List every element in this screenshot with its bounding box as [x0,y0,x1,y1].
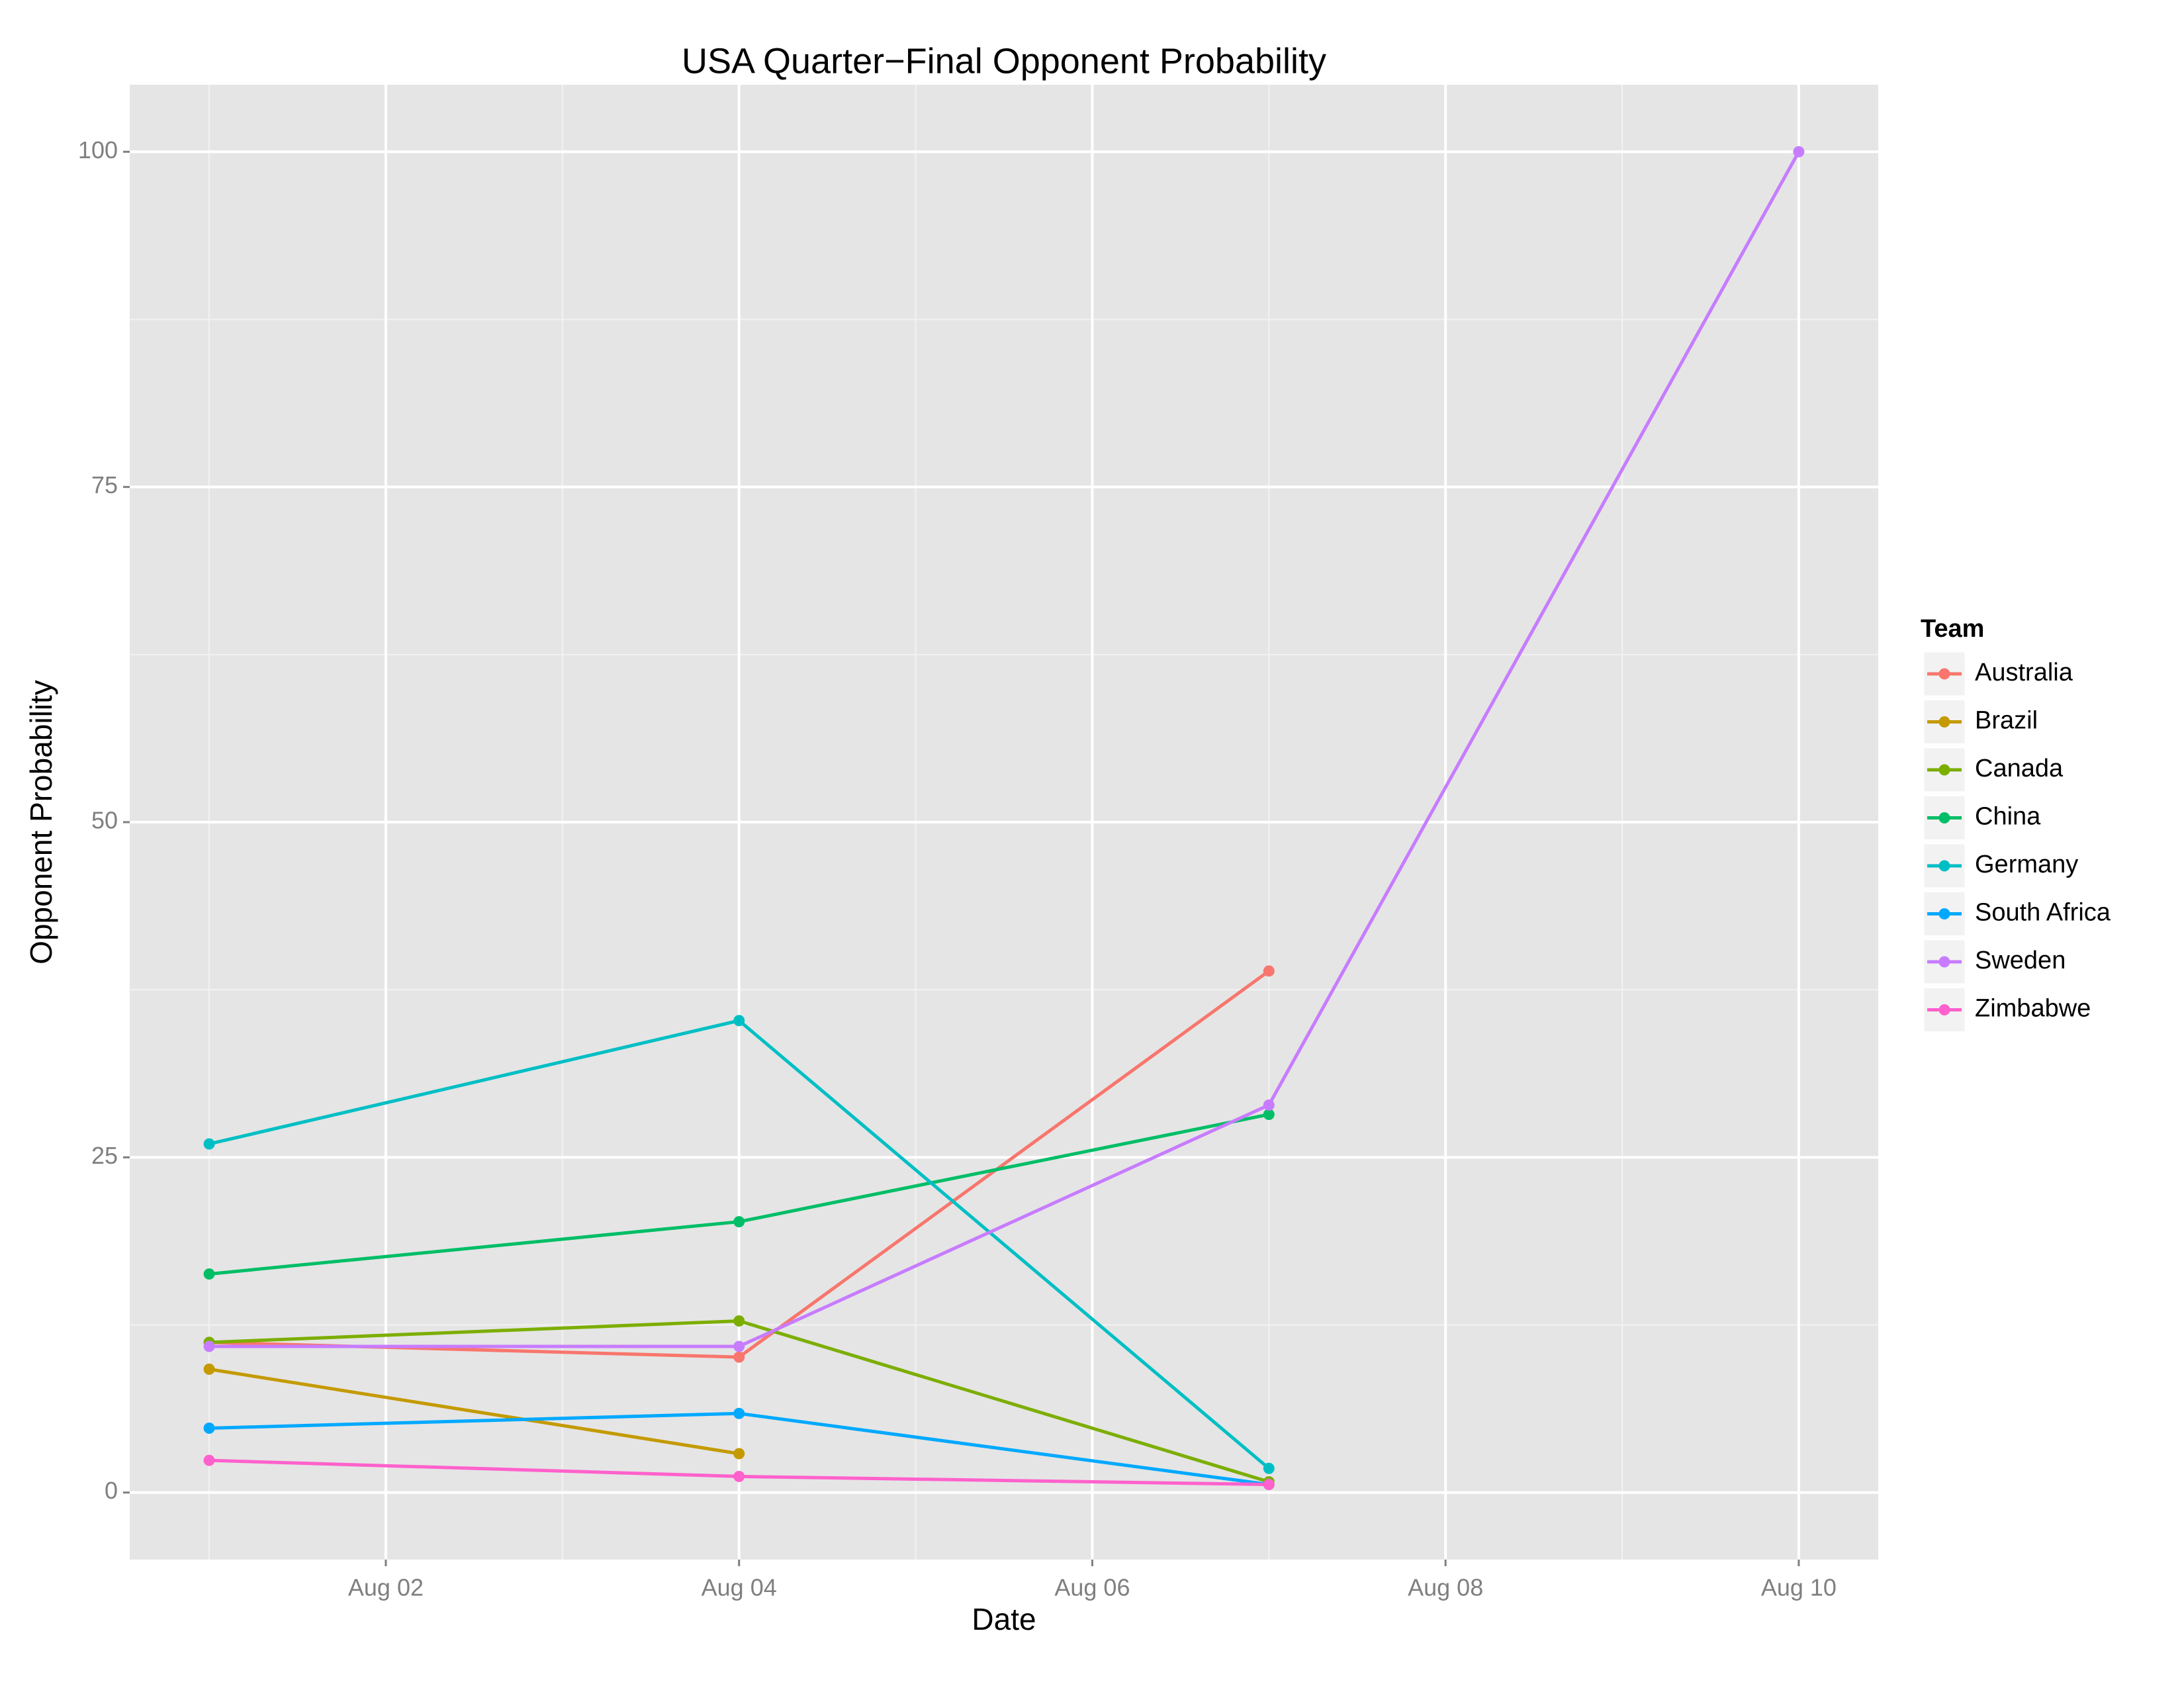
data-point [733,1407,745,1419]
y-tick-label: 75 [91,471,118,498]
data-point [1793,146,1805,158]
legend-label: Canada [1975,755,2064,782]
x-axis-label: Date [972,1602,1036,1636]
legend-point [1938,860,1950,872]
legend-label: Brazil [1975,707,2038,735]
data-point [733,1351,745,1363]
chart-title: USA Quarter−Final Opponent Probability [682,41,1326,81]
x-tick-label: Aug 08 [1408,1574,1483,1601]
legend-label: Zimbabwe [1975,995,2091,1023]
data-point [203,1454,215,1466]
data-point [733,1340,745,1352]
y-tick-label: 0 [105,1477,118,1504]
legend-point [1938,668,1950,680]
x-tick-label: Aug 10 [1761,1574,1837,1601]
legend-label: Australia [1975,659,2073,686]
data-point [733,1470,745,1482]
data-point [733,1015,745,1027]
data-point [733,1216,745,1228]
legend-label: Germany [1975,851,2078,878]
legend-label: South Africa [1975,899,2111,927]
series-line [208,1367,740,1456]
grid [130,85,1878,1560]
legend-label: Sweden [1975,947,2066,974]
y-axis-label: Opponent Probability [24,680,58,964]
data-point [1263,965,1275,977]
data-point [1263,1479,1275,1491]
y-tick-label: 25 [91,1142,118,1169]
legend-point [1938,812,1950,823]
series-line [209,151,1801,1348]
legend-point [1938,764,1950,776]
data-point [1263,1109,1275,1121]
data-point [1263,1462,1275,1474]
data-point [733,1315,745,1327]
y-tick-label: 50 [91,807,118,834]
data-point [1263,1099,1275,1111]
legend-point [1938,716,1950,727]
data-point [203,1268,215,1280]
legend-point [1938,1004,1950,1015]
legend-title: Team [1921,615,1984,643]
data-point [203,1423,215,1434]
x-tick-label: Aug 04 [702,1574,777,1601]
x-tick-label: Aug 02 [348,1574,424,1601]
data-point [203,1340,215,1352]
y-tick-label: 100 [78,136,118,164]
legend-label: China [1975,803,2041,831]
data-point [203,1138,215,1150]
data-point [733,1448,745,1460]
x-tick-label: Aug 06 [1054,1574,1130,1601]
legend-point [1938,908,1950,919]
data-point [203,1363,215,1375]
legend-point [1938,956,1950,968]
